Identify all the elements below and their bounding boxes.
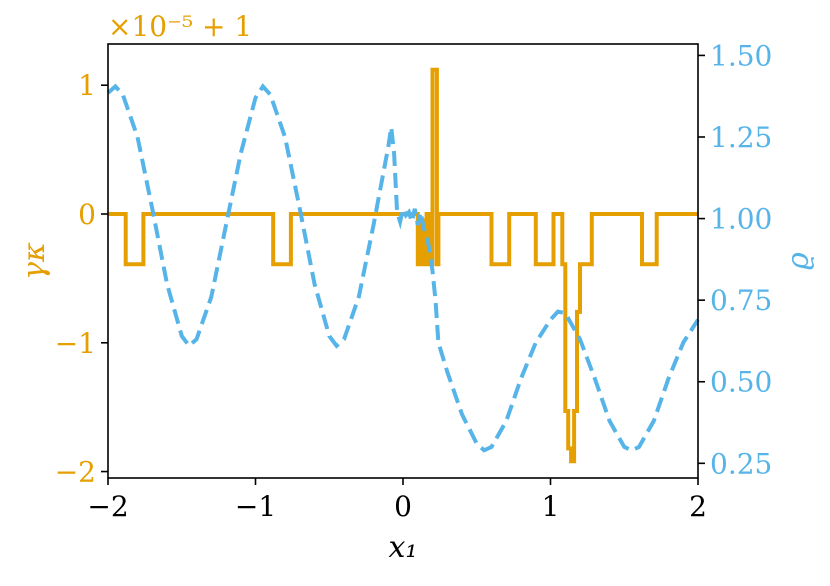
series-layer	[106, 67, 700, 464]
x-tick-label: 0	[394, 490, 412, 523]
y-left-tick-label: 0	[78, 198, 96, 231]
series-line-rho	[106, 83, 700, 453]
x-tick-label: 2	[689, 490, 707, 523]
x-axis-label: x₁	[389, 530, 418, 565]
ticks-layer: −2 −1 0 1 2 −2 −1 0 1 0.25 0.50 0.75 1.00 1.25 1.50	[55, 39, 773, 523]
offset-text: ×10⁻⁵ + 1	[108, 10, 252, 43]
y-right-axis-label: ϱ	[781, 252, 816, 270]
y-right-tick-label: 1.25	[710, 121, 772, 154]
y-right-tick-label: 0.75	[710, 284, 772, 317]
x-tick-label: −2	[87, 490, 128, 523]
y-right-tick-label: 0.50	[710, 366, 772, 399]
x-tick-label: −1	[235, 490, 276, 523]
x-tick-label: 1	[542, 490, 560, 523]
y-left-tick-label: 1	[78, 69, 96, 102]
y-right-tick-label: 1.50	[710, 39, 772, 72]
y-right-tick-label: 1.00	[710, 203, 772, 236]
y-left-tick-label: −2	[55, 456, 96, 489]
y-left-axis-label: γκ	[17, 242, 52, 280]
series-line-gamma	[108, 67, 698, 464]
y-right-tick-label: 0.25	[710, 447, 772, 480]
y-left-tick-label: −1	[55, 327, 96, 360]
plot-frame	[107, 43, 699, 479]
